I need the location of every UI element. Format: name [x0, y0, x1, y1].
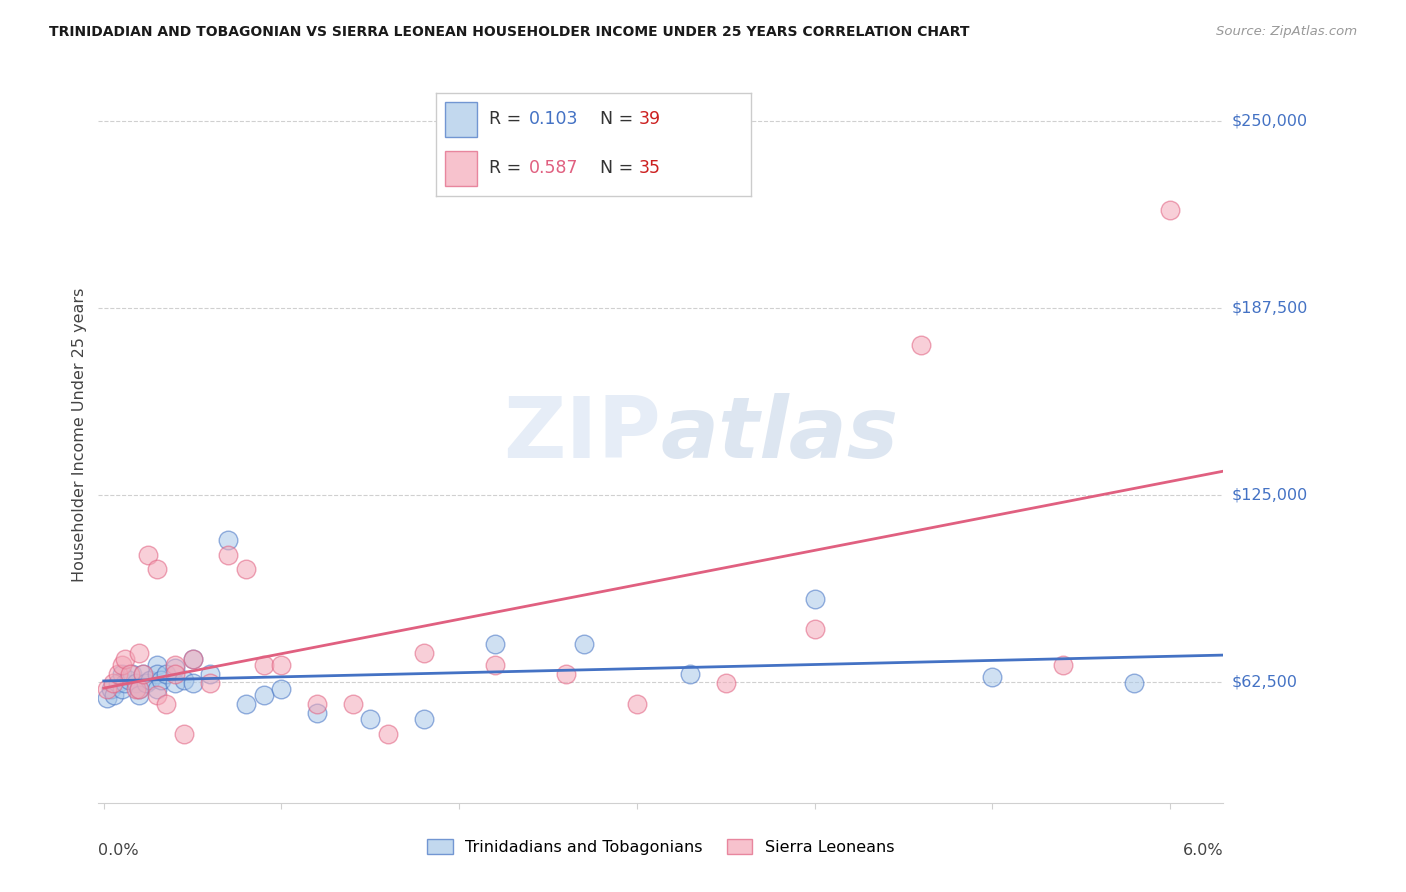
Text: 0.587: 0.587: [529, 160, 578, 178]
Bar: [446, 102, 477, 137]
Point: [155, 697, 177, 711]
Point: [253, 658, 276, 673]
Text: 0.103: 0.103: [529, 110, 578, 128]
Point: [200, 676, 222, 690]
Point: [128, 682, 150, 697]
Point: [342, 697, 364, 711]
Point: [163, 667, 186, 681]
Point: [163, 676, 186, 690]
Text: $250,000: $250,000: [1232, 113, 1308, 128]
Text: $187,500: $187,500: [1232, 301, 1308, 315]
Point: [146, 658, 169, 673]
Point: [235, 697, 257, 711]
Point: [146, 667, 169, 681]
Point: [128, 688, 150, 702]
Point: [270, 682, 292, 697]
Text: R =: R =: [489, 160, 527, 178]
Point: [200, 667, 222, 681]
Point: [1123, 676, 1146, 690]
Text: 6.0%: 6.0%: [1182, 843, 1223, 858]
Point: [146, 688, 169, 702]
Point: [125, 682, 148, 697]
Point: [235, 562, 257, 576]
Point: [163, 658, 186, 673]
Point: [117, 673, 139, 688]
Point: [803, 592, 825, 607]
Point: [484, 658, 506, 673]
Point: [103, 688, 125, 702]
Text: 35: 35: [638, 160, 661, 178]
Point: [1052, 658, 1074, 673]
Point: [554, 667, 576, 681]
Point: [305, 697, 328, 711]
Point: [110, 658, 132, 673]
Point: [128, 646, 150, 660]
Text: $62,500: $62,500: [1232, 674, 1298, 690]
Point: [910, 338, 932, 352]
Point: [146, 562, 169, 576]
Point: [377, 727, 399, 741]
Point: [125, 676, 148, 690]
Point: [100, 682, 122, 697]
Text: N =: N =: [599, 110, 638, 128]
Point: [217, 548, 239, 562]
Point: [107, 676, 129, 690]
Point: [253, 688, 276, 702]
Text: 39: 39: [638, 110, 661, 128]
Point: [132, 667, 155, 681]
Point: [146, 682, 169, 697]
Text: 0.0%: 0.0%: [98, 843, 139, 858]
Point: [96, 691, 118, 706]
Point: [484, 637, 506, 651]
Point: [120, 667, 142, 681]
Point: [217, 533, 239, 547]
Point: [114, 652, 136, 666]
Point: [626, 697, 648, 711]
Point: [270, 658, 292, 673]
Bar: [446, 152, 477, 186]
Point: [1159, 203, 1181, 218]
Text: $125,000: $125,000: [1232, 487, 1308, 502]
Point: [110, 682, 132, 697]
Point: [359, 712, 381, 726]
Point: [803, 622, 825, 636]
Point: [101, 676, 124, 690]
Point: [181, 652, 204, 666]
Point: [121, 667, 143, 681]
Point: [114, 676, 136, 690]
Text: R =: R =: [489, 110, 527, 128]
Point: [181, 652, 204, 666]
Point: [135, 676, 157, 690]
Point: [173, 727, 195, 741]
Point: [714, 676, 737, 690]
Point: [412, 646, 434, 660]
Text: N =: N =: [599, 160, 638, 178]
Text: atlas: atlas: [661, 393, 898, 476]
Point: [572, 637, 595, 651]
Point: [412, 712, 434, 726]
Point: [132, 667, 155, 681]
Text: ZIP: ZIP: [503, 393, 661, 476]
Text: TRINIDADIAN AND TOBAGONIAN VS SIERRA LEONEAN HOUSEHOLDER INCOME UNDER 25 YEARS C: TRINIDADIAN AND TOBAGONIAN VS SIERRA LEO…: [49, 25, 970, 39]
Point: [181, 676, 204, 690]
Point: [981, 670, 1004, 684]
Point: [149, 673, 172, 688]
Point: [110, 667, 132, 681]
Y-axis label: Householder Income Under 25 years: Householder Income Under 25 years: [72, 287, 87, 582]
Point: [173, 673, 195, 688]
Text: Source: ZipAtlas.com: Source: ZipAtlas.com: [1216, 25, 1357, 38]
Legend: Trinidadians and Tobagonians, Sierra Leoneans: Trinidadians and Tobagonians, Sierra Leo…: [420, 832, 901, 861]
Point: [305, 706, 328, 720]
Point: [163, 661, 186, 675]
Point: [679, 667, 702, 681]
Point: [107, 667, 129, 681]
Point: [96, 682, 118, 697]
Point: [139, 673, 162, 688]
Point: [128, 682, 150, 697]
Point: [136, 548, 159, 562]
Point: [155, 667, 177, 681]
